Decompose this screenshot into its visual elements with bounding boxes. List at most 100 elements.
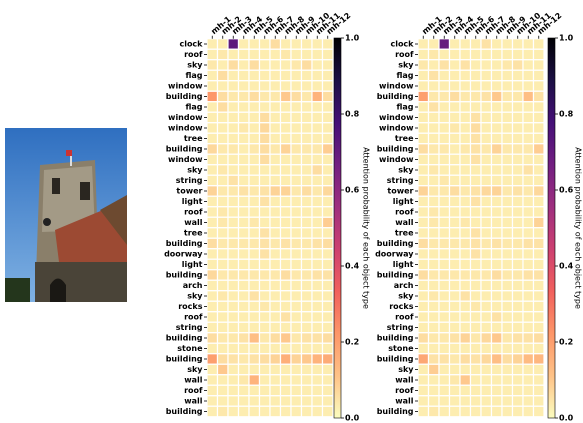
heatmap-cell — [418, 238, 429, 249]
heatmap-cell — [249, 154, 260, 165]
y-tick-label: light — [393, 260, 414, 269]
heatmap-cell — [323, 280, 334, 291]
heatmap-cell — [249, 333, 260, 344]
heatmap-cell — [218, 385, 229, 396]
heatmap-cell — [218, 196, 229, 207]
heatmap-cell — [534, 375, 545, 386]
heatmap-cell — [513, 385, 524, 396]
heatmap-cell — [291, 312, 302, 323]
heatmap-cell — [323, 123, 334, 134]
heatmap-cell — [418, 217, 429, 228]
heatmap-cell — [460, 112, 471, 123]
heatmap-cell — [502, 249, 513, 260]
heatmap-cell — [291, 217, 302, 228]
heatmap-cell — [471, 154, 482, 165]
heatmap-cell — [323, 375, 334, 386]
heatmap-cell — [418, 354, 429, 365]
heatmap-cell — [513, 301, 524, 312]
heatmap-cell — [323, 312, 334, 323]
heatmap-cell — [492, 249, 503, 260]
heatmap-cell — [418, 196, 429, 207]
y-tick-label: tree — [395, 229, 414, 238]
heatmap-cell — [302, 396, 313, 407]
heatmap-cell — [502, 196, 513, 207]
heatmap-cell — [260, 217, 271, 228]
y-tick-label: wall — [395, 397, 414, 406]
heatmap-cell — [502, 165, 513, 176]
heatmap-cell — [302, 217, 313, 228]
heatmap-cell — [218, 175, 229, 186]
heatmap-cell — [239, 312, 250, 323]
heatmap-cell — [492, 112, 503, 123]
heatmap-cell — [218, 312, 229, 323]
heatmap-cell — [323, 165, 334, 176]
heatmap-cell — [281, 102, 292, 113]
heatmap-cell — [312, 228, 323, 239]
heatmap-cell — [429, 280, 440, 291]
y-tick-label: building — [166, 145, 203, 154]
heatmap-cell — [418, 133, 429, 144]
heatmap-cell — [418, 91, 429, 102]
heatmap-cell — [239, 270, 250, 281]
heatmap-cell — [460, 217, 471, 228]
heatmap-cell — [228, 207, 239, 218]
heatmap-cell — [281, 91, 292, 102]
heatmap-cell — [291, 70, 302, 81]
heatmap-cell — [291, 385, 302, 396]
heatmap-cell — [513, 270, 524, 281]
heatmap-cell — [270, 165, 281, 176]
heatmap-cell — [291, 154, 302, 165]
heatmap-cell — [281, 228, 292, 239]
heatmap-cell — [418, 154, 429, 165]
heatmap-cell — [239, 49, 250, 60]
heatmap-cell — [228, 259, 239, 270]
heatmap-cell — [460, 207, 471, 218]
heatmap-cell — [418, 396, 429, 407]
heatmap-cell — [418, 259, 429, 270]
heatmap-cell — [281, 81, 292, 92]
heatmap-cell — [481, 196, 492, 207]
y-tick-label: doorway — [164, 250, 203, 259]
heatmap-cell — [260, 375, 271, 386]
heatmap-cell — [323, 49, 334, 60]
heatmap-cell — [450, 186, 461, 197]
heatmap-cell — [471, 259, 482, 270]
heatmap-cell — [502, 322, 513, 333]
y-tick-label: building — [166, 239, 203, 248]
heatmap-cell — [502, 375, 513, 386]
heatmap-cell — [323, 112, 334, 123]
heatmap-cell — [312, 259, 323, 270]
y-tick-label: roof — [395, 386, 414, 395]
heatmap-cell — [323, 259, 334, 270]
heatmap-cell — [302, 144, 313, 155]
y-tick-label: tree — [395, 134, 414, 143]
heatmap-cell — [281, 270, 292, 281]
heatmap-cell — [291, 39, 302, 50]
y-tick-label: rocks — [389, 302, 414, 311]
heatmap-cell — [207, 165, 218, 176]
heatmap-cell — [481, 186, 492, 197]
heatmap-cell — [239, 217, 250, 228]
heatmap-cell — [239, 238, 250, 249]
heatmap-cell — [450, 364, 461, 375]
heatmap-cell — [481, 49, 492, 60]
heatmap-cell — [523, 70, 534, 81]
heatmap-cell — [207, 228, 218, 239]
heatmap-cell — [260, 112, 271, 123]
heatmap-cell — [207, 249, 218, 260]
heatmap-cell — [429, 39, 440, 50]
heatmap-cell — [481, 249, 492, 260]
heatmap-cell — [249, 238, 260, 249]
heatmap-cell — [534, 280, 545, 291]
heatmap-cell — [239, 196, 250, 207]
heatmap-cell — [270, 60, 281, 71]
heatmap-cell — [302, 154, 313, 165]
heatmap-cell — [281, 39, 292, 50]
heatmap-cell — [302, 406, 313, 417]
heatmap-cell — [471, 112, 482, 123]
heatmap-cell — [218, 102, 229, 113]
heatmap-cell — [492, 259, 503, 270]
heatmap-cell — [207, 102, 218, 113]
heatmap-cell — [460, 312, 471, 323]
heatmap-cell — [513, 228, 524, 239]
